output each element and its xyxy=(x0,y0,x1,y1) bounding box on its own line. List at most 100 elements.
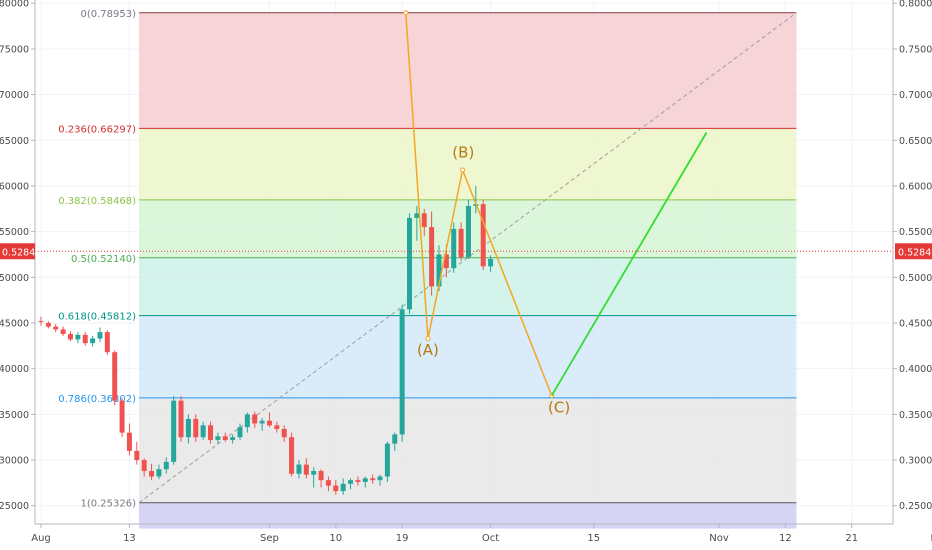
candle[interactable] xyxy=(325,476,331,492)
projection-line[interactable] xyxy=(550,132,708,397)
candle[interactable] xyxy=(421,208,427,237)
drawing-overlay[interactable]: (A) (B) (C) xyxy=(35,10,893,417)
candle[interactable] xyxy=(82,332,88,346)
candle[interactable] xyxy=(141,458,147,477)
candle[interactable] xyxy=(163,457,169,474)
candle-body xyxy=(104,332,110,353)
candle[interactable] xyxy=(119,397,125,438)
candle[interactable] xyxy=(215,432,221,444)
candle[interactable] xyxy=(274,421,280,433)
candle[interactable] xyxy=(104,330,110,355)
candle[interactable] xyxy=(45,321,51,329)
candle[interactable] xyxy=(252,411,258,429)
candle[interactable] xyxy=(488,255,494,272)
time-tick-label: 13 xyxy=(123,533,136,544)
candle[interactable] xyxy=(193,414,199,442)
time-tick-label: Aug xyxy=(31,533,51,544)
wave-point[interactable] xyxy=(403,10,409,16)
right-tick-label: 0.25000 xyxy=(899,501,932,512)
candle-body xyxy=(67,333,73,340)
time-tick-label: 10 xyxy=(329,533,342,544)
candle-body xyxy=(178,400,184,438)
candle-body xyxy=(230,437,236,440)
candle[interactable] xyxy=(429,211,435,296)
candle[interactable] xyxy=(266,412,272,428)
candle[interactable] xyxy=(355,476,361,486)
candle[interactable] xyxy=(60,326,66,336)
elliott-wave-path[interactable] xyxy=(405,12,553,396)
candlestick-series[interactable] xyxy=(38,185,494,495)
candle[interactable] xyxy=(126,423,132,456)
candle[interactable] xyxy=(362,476,368,488)
candle[interactable] xyxy=(156,464,162,480)
candle[interactable] xyxy=(230,434,236,444)
left-tick-label: 0.65000 xyxy=(0,136,29,147)
candle[interactable] xyxy=(178,396,184,442)
candle[interactable] xyxy=(200,421,206,440)
candle[interactable] xyxy=(392,432,398,451)
candle[interactable] xyxy=(222,432,228,442)
candle[interactable] xyxy=(281,425,287,442)
candle[interactable] xyxy=(451,222,457,273)
wave-point[interactable] xyxy=(460,167,466,173)
candle[interactable] xyxy=(318,469,324,488)
candle-body xyxy=(458,228,464,258)
candle-body xyxy=(421,213,427,228)
candle[interactable] xyxy=(407,213,412,314)
candle-body xyxy=(488,259,494,267)
candle[interactable] xyxy=(53,323,59,333)
candle[interactable] xyxy=(289,432,295,477)
candle[interactable] xyxy=(465,199,471,260)
candle[interactable] xyxy=(414,206,420,241)
fibonacci-retracement[interactable]: 0(0.78953) 0.236(0.66297) 0.382(0.58468) 0.… xyxy=(58,9,797,529)
candle[interactable] xyxy=(90,335,96,347)
wave-point[interactable] xyxy=(425,336,431,342)
fib-band xyxy=(139,315,797,398)
candle[interactable] xyxy=(296,460,302,479)
candle[interactable] xyxy=(340,478,346,495)
left-tick-label: 0.45000 xyxy=(0,318,29,329)
candle[interactable] xyxy=(458,222,464,261)
candle[interactable] xyxy=(149,463,155,481)
candle[interactable] xyxy=(377,474,383,486)
candle[interactable] xyxy=(75,332,81,344)
candle-body xyxy=(384,443,390,477)
candle-body xyxy=(60,329,66,334)
candle-body xyxy=(429,227,435,287)
right-tick-label: 0.35000 xyxy=(899,410,932,421)
candle-body xyxy=(208,425,214,440)
right-tick-label: 0.45000 xyxy=(899,318,932,329)
candle[interactable] xyxy=(399,304,405,442)
candle[interactable] xyxy=(244,412,250,433)
candle[interactable] xyxy=(185,414,191,444)
candle[interactable] xyxy=(480,199,486,270)
time-tick-label: Nov xyxy=(709,533,729,544)
candle-body xyxy=(163,461,169,470)
candle[interactable] xyxy=(134,441,140,465)
candle[interactable] xyxy=(370,474,376,484)
candle[interactable] xyxy=(97,327,103,343)
candle[interactable] xyxy=(348,478,354,490)
candle[interactable] xyxy=(67,331,73,342)
wave-label: (C) xyxy=(548,399,570,417)
candle[interactable] xyxy=(237,423,243,440)
candle[interactable] xyxy=(303,458,309,479)
candle[interactable] xyxy=(259,418,265,431)
candle[interactable] xyxy=(208,421,214,444)
candle-body xyxy=(348,480,354,484)
candle-body xyxy=(141,460,147,472)
candle-body xyxy=(377,476,383,481)
candle[interactable] xyxy=(171,396,177,465)
candle[interactable] xyxy=(384,441,390,482)
candle-body xyxy=(237,427,243,438)
candle[interactable] xyxy=(311,467,317,488)
candle[interactable] xyxy=(38,316,44,326)
candle[interactable] xyxy=(112,350,118,406)
right-tick-label: 0.75000 xyxy=(899,44,932,55)
candle[interactable] xyxy=(333,480,339,495)
wave-label: (A) xyxy=(417,341,439,359)
candle-body xyxy=(222,436,228,440)
candle-body xyxy=(392,434,398,444)
candle-body xyxy=(119,400,125,433)
